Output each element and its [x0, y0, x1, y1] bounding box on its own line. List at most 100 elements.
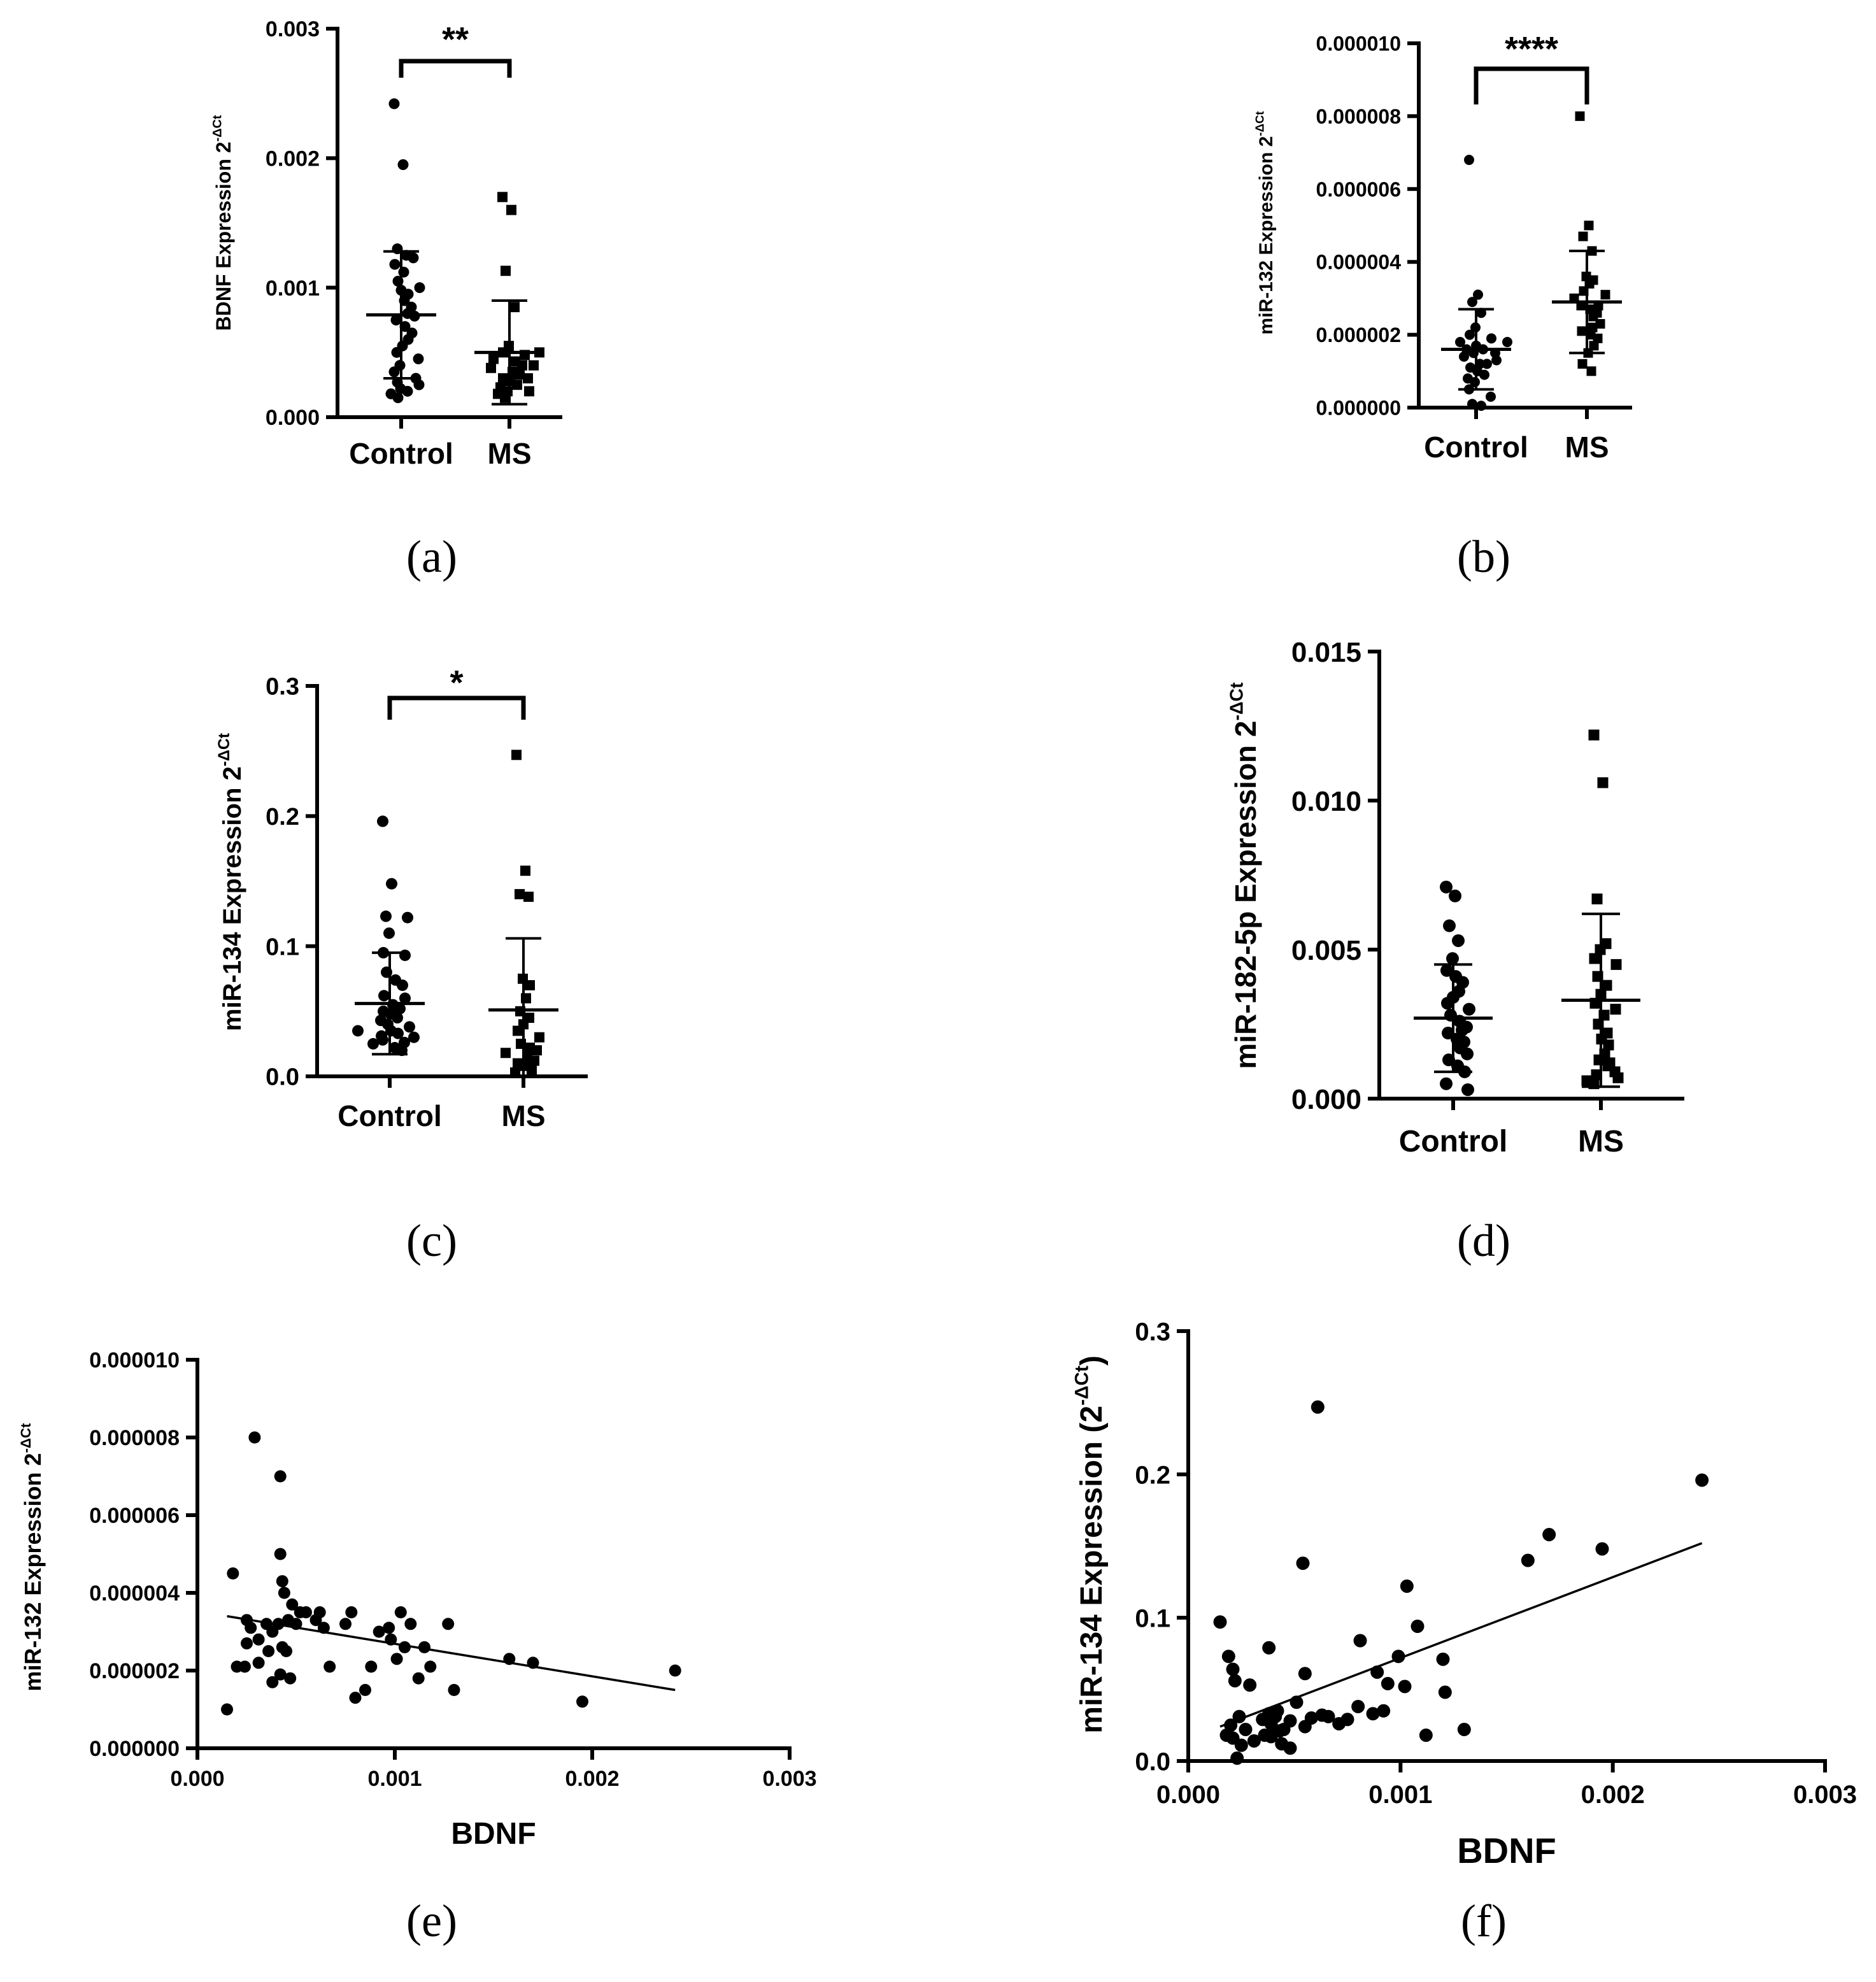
- data-point: [1332, 1717, 1346, 1730]
- data-point-circle: [1464, 155, 1474, 166]
- data-point: [365, 1660, 378, 1673]
- data-point-circle: [1443, 919, 1456, 932]
- x-tick-label: 0.002: [565, 1767, 619, 1791]
- data-point-square: [1586, 366, 1596, 376]
- category-label: Control: [1399, 1125, 1508, 1159]
- data-point-circle: [413, 353, 424, 364]
- data-point: [1419, 1729, 1433, 1742]
- data-point-circle: [1473, 289, 1483, 300]
- data-point-square: [1578, 231, 1588, 241]
- data-point-square: [501, 266, 511, 276]
- data-point: [313, 1606, 326, 1618]
- data-point: [1268, 1709, 1283, 1723]
- data-point: [1521, 1553, 1535, 1567]
- panel-e-chart: 0.000000 0.000002 0.000004 0.000006 0.000008…: [18, 1348, 817, 1851]
- data-point: [373, 1625, 385, 1638]
- data-point-square: [529, 360, 539, 371]
- data-point: [280, 1645, 292, 1657]
- y-axis-label-main: miR-134 Expression (2: [1075, 1406, 1109, 1734]
- category-label: MS: [488, 437, 532, 470]
- data-point: [1262, 1641, 1276, 1655]
- data-point: [1247, 1734, 1261, 1748]
- data-point: [1377, 1704, 1391, 1718]
- data-point-circle: [1476, 401, 1486, 411]
- data-point-circle: [1440, 964, 1453, 977]
- data-point-circle: [378, 990, 390, 1002]
- significance-bracket: [399, 59, 512, 78]
- data-point-circle: [389, 259, 401, 270]
- panel-b-chart: 0.000000 0.000002 0.000004 0.000006 0.000008…: [1253, 30, 1632, 464]
- y-tick-label: 0.005: [1291, 935, 1361, 966]
- data-point: [252, 1633, 265, 1646]
- data-point: [1438, 1685, 1452, 1699]
- data-point: [1283, 1741, 1297, 1755]
- y-axis-label-main: BDNF Expression 2: [212, 141, 235, 331]
- y-axis-label-end: ): [1075, 1355, 1109, 1365]
- panel-label-e: (e): [406, 1895, 457, 1946]
- data-point: [1228, 1674, 1242, 1688]
- y-axis-label-main: miR-182-5p Expression 2: [1229, 720, 1262, 1069]
- data-point-square: [501, 1048, 511, 1059]
- data-point-square: [1610, 1004, 1621, 1015]
- data-point: [1311, 1400, 1325, 1414]
- data-point-square: [529, 1055, 539, 1066]
- y-axis-label-main: miR-132 Expression 2: [20, 1453, 46, 1691]
- data-point-circle: [377, 1034, 388, 1046]
- data-point: [1381, 1677, 1395, 1690]
- y-axis-label: miR-132 Expression 2-ΔCt: [18, 1423, 46, 1692]
- y-axis-label: miR-134 Expression 2-ΔCt: [216, 733, 246, 1031]
- data-point: [1226, 1731, 1240, 1745]
- y-tick-label: 0.000006: [89, 1504, 180, 1528]
- data-point: [274, 1668, 287, 1681]
- panel-a-chart: 0.000 0.001 0.002 0.003 Control MS BDNF Expres…: [211, 17, 562, 470]
- data-point-circle: [380, 910, 392, 922]
- data-point-circle: [1461, 1083, 1474, 1096]
- data-point: [339, 1618, 352, 1630]
- data-point: [1457, 1723, 1471, 1736]
- data-point: [284, 1672, 297, 1685]
- y-tick-label: 0.000008: [89, 1426, 180, 1450]
- data-point: [227, 1567, 239, 1579]
- data-point-circle: [1461, 1047, 1474, 1060]
- data-point-circle: [1449, 889, 1461, 902]
- panel-label-f: (f): [1461, 1895, 1507, 1946]
- y-tick-label: 0.0: [1135, 1748, 1170, 1776]
- data-point-circle: [394, 1002, 406, 1015]
- data-point: [1226, 1662, 1240, 1676]
- data-point-square: [517, 360, 527, 371]
- data-point-circle: [1452, 934, 1465, 947]
- data-point: [404, 1618, 417, 1630]
- category-label: Control: [338, 1099, 442, 1132]
- data-point-square: [523, 373, 533, 383]
- regression-line: [1219, 1542, 1703, 1728]
- data-point-square: [515, 369, 525, 380]
- y-tick-label: 0.0: [266, 1064, 299, 1091]
- data-point: [1366, 1707, 1380, 1721]
- y-axis-label: miR-182-5p Expression 2-ΔCt: [1226, 682, 1262, 1069]
- data-point-circle: [1456, 1023, 1468, 1037]
- y-tick-label: 0.000: [1291, 1084, 1361, 1115]
- data-point-square: [525, 980, 535, 990]
- data-point-circle: [392, 1027, 404, 1039]
- y-tick-label: 0.015: [1291, 637, 1361, 668]
- y-tick-label: 0.2: [266, 804, 299, 831]
- x-tick-label: 0.001: [1368, 1781, 1432, 1809]
- data-point-square: [1589, 953, 1600, 964]
- data-point-square: [527, 1064, 537, 1075]
- data-point-square: [1591, 1069, 1602, 1081]
- data-point-circle: [408, 1031, 420, 1043]
- data-point: [300, 1606, 312, 1618]
- y-tick-label: 0.000004: [1316, 251, 1402, 274]
- data-point-square: [512, 380, 522, 390]
- significance-stars: **: [442, 20, 469, 59]
- y-tick-label: 0.000002: [1316, 324, 1401, 346]
- data-point-circle: [402, 385, 413, 397]
- data-point: [442, 1618, 455, 1630]
- y-tick-label: 0.001: [266, 276, 320, 301]
- data-point-circle: [1440, 1077, 1453, 1090]
- data-point-circle: [1502, 337, 1512, 348]
- y-tick-label: 0.000000: [89, 1737, 180, 1761]
- panel-label-d: (d): [1457, 1215, 1510, 1266]
- y-tick-label: 0.3: [266, 674, 299, 701]
- panel-label-c: (c): [406, 1215, 457, 1266]
